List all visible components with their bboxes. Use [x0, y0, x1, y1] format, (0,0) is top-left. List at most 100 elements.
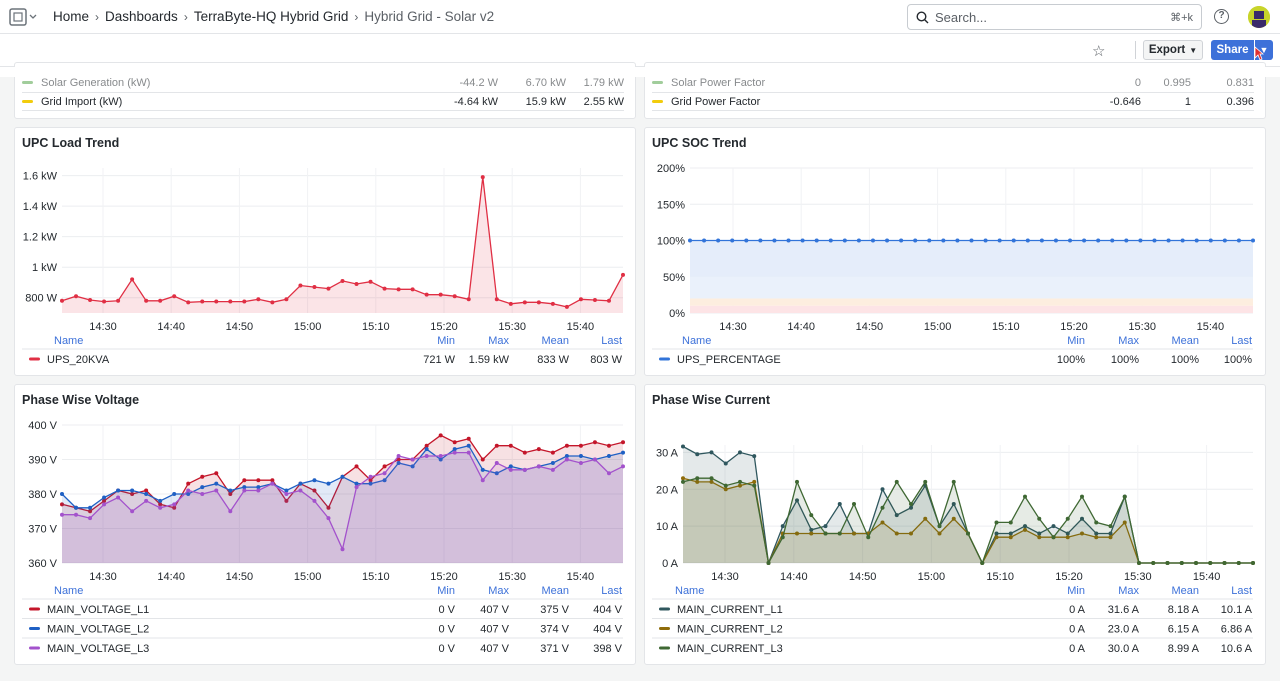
data-point[interactable]: [814, 238, 819, 243]
data-point[interactable]: [738, 450, 742, 455]
data-point[interactable]: [116, 495, 121, 500]
data-point[interactable]: [522, 300, 527, 305]
data-point[interactable]: [60, 512, 64, 517]
data-point[interactable]: [242, 478, 247, 483]
data-point[interactable]: [1180, 238, 1185, 243]
legend-row[interactable]: Solar Power Factor 0 0.995 0.831: [652, 73, 1254, 92]
data-point[interactable]: [606, 298, 611, 303]
data-point[interactable]: [1065, 535, 1070, 540]
data-point[interactable]: [60, 492, 64, 496]
data-point[interactable]: [116, 488, 121, 493]
data-point[interactable]: [578, 460, 583, 465]
data-point[interactable]: [480, 467, 485, 472]
legend-header[interactable]: Last: [1231, 335, 1252, 347]
breadcrumb-dashboards[interactable]: Dashboards: [105, 9, 178, 24]
data-point[interactable]: [410, 287, 415, 292]
data-point[interactable]: [1222, 238, 1227, 243]
data-point[interactable]: [284, 498, 289, 503]
data-point[interactable]: [621, 464, 625, 469]
data-point[interactable]: [88, 298, 93, 303]
data-point[interactable]: [396, 457, 401, 462]
data-point[interactable]: [738, 483, 742, 488]
data-point[interactable]: [1053, 238, 1058, 243]
data-point[interactable]: [270, 481, 275, 486]
data-point[interactable]: [606, 471, 611, 476]
data-point[interactable]: [842, 238, 847, 243]
data-point[interactable]: [823, 524, 828, 529]
data-point[interactable]: [1008, 531, 1013, 536]
data-point[interactable]: [60, 502, 64, 507]
data-point[interactable]: [312, 488, 317, 493]
data-point[interactable]: [937, 524, 942, 529]
data-point[interactable]: [312, 478, 317, 483]
data-point[interactable]: [508, 464, 513, 469]
legend-swatch[interactable]: [29, 607, 40, 611]
data-point[interactable]: [298, 283, 303, 288]
data-point[interactable]: [256, 485, 261, 490]
data-point[interactable]: [200, 474, 205, 479]
data-point[interactable]: [396, 287, 401, 292]
data-point[interactable]: [1094, 520, 1099, 525]
data-point[interactable]: [837, 502, 842, 506]
data-point[interactable]: [228, 488, 233, 493]
legend-header[interactable]: Max: [488, 585, 509, 597]
data-point[interactable]: [564, 443, 569, 448]
data-point[interactable]: [730, 238, 735, 243]
data-point[interactable]: [856, 238, 861, 243]
data-point[interactable]: [326, 481, 331, 486]
data-point[interactable]: [312, 498, 317, 503]
data-point[interactable]: [994, 520, 999, 525]
data-point[interactable]: [340, 278, 345, 283]
legend-header[interactable]: Max: [1118, 585, 1139, 597]
data-point[interactable]: [88, 505, 93, 510]
data-point[interactable]: [1251, 561, 1255, 565]
data-point[interactable]: [880, 487, 885, 492]
data-point[interactable]: [752, 483, 757, 488]
data-point[interactable]: [200, 485, 205, 490]
data-point[interactable]: [508, 301, 513, 306]
data-point[interactable]: [172, 505, 177, 510]
data-point[interactable]: [452, 440, 457, 445]
data-point[interactable]: [102, 495, 107, 500]
data-point[interactable]: [994, 531, 999, 536]
panel-title[interactable]: Phase Wise Voltage: [22, 393, 140, 407]
data-point[interactable]: [1122, 520, 1127, 525]
data-point[interactable]: [424, 454, 429, 459]
legend-swatch[interactable]: [659, 607, 670, 611]
data-point[interactable]: [368, 481, 373, 486]
legend-header[interactable]: Last: [601, 335, 622, 347]
data-point[interactable]: [214, 488, 219, 493]
data-point[interactable]: [214, 299, 219, 304]
data-point[interactable]: [158, 498, 163, 503]
data-point[interactable]: [621, 450, 625, 455]
data-point[interactable]: [480, 457, 485, 462]
data-point[interactable]: [752, 479, 757, 484]
data-point[interactable]: [494, 471, 499, 476]
data-point[interactable]: [424, 447, 429, 452]
data-point[interactable]: [312, 285, 317, 290]
data-point[interactable]: [1251, 238, 1255, 243]
data-point[interactable]: [852, 531, 856, 536]
data-point[interactable]: [228, 509, 233, 514]
data-point[interactable]: [536, 300, 541, 305]
data-point[interactable]: [837, 531, 842, 536]
legend-swatch[interactable]: [29, 357, 40, 361]
data-point[interactable]: [424, 443, 429, 448]
data-point[interactable]: [1051, 524, 1056, 529]
data-point[interactable]: [997, 238, 1002, 243]
data-point[interactable]: [382, 286, 387, 291]
data-point[interactable]: [158, 505, 163, 510]
data-point[interactable]: [723, 483, 728, 488]
data-point[interactable]: [354, 481, 359, 486]
legend-row[interactable]: Solar Generation (kW) -44.2 W 6.70 kW 1.79…: [22, 73, 624, 92]
data-point[interactable]: [1080, 494, 1084, 499]
panel-title[interactable]: Phase Wise Current: [652, 393, 770, 407]
data-point[interactable]: [480, 175, 485, 180]
legend-header[interactable]: Min: [1067, 585, 1085, 597]
data-point[interactable]: [809, 513, 814, 518]
data-point[interactable]: [466, 436, 471, 441]
data-point[interactable]: [1179, 561, 1184, 565]
data-point[interactable]: [200, 299, 205, 304]
data-point[interactable]: [144, 492, 149, 496]
data-point[interactable]: [723, 487, 728, 492]
